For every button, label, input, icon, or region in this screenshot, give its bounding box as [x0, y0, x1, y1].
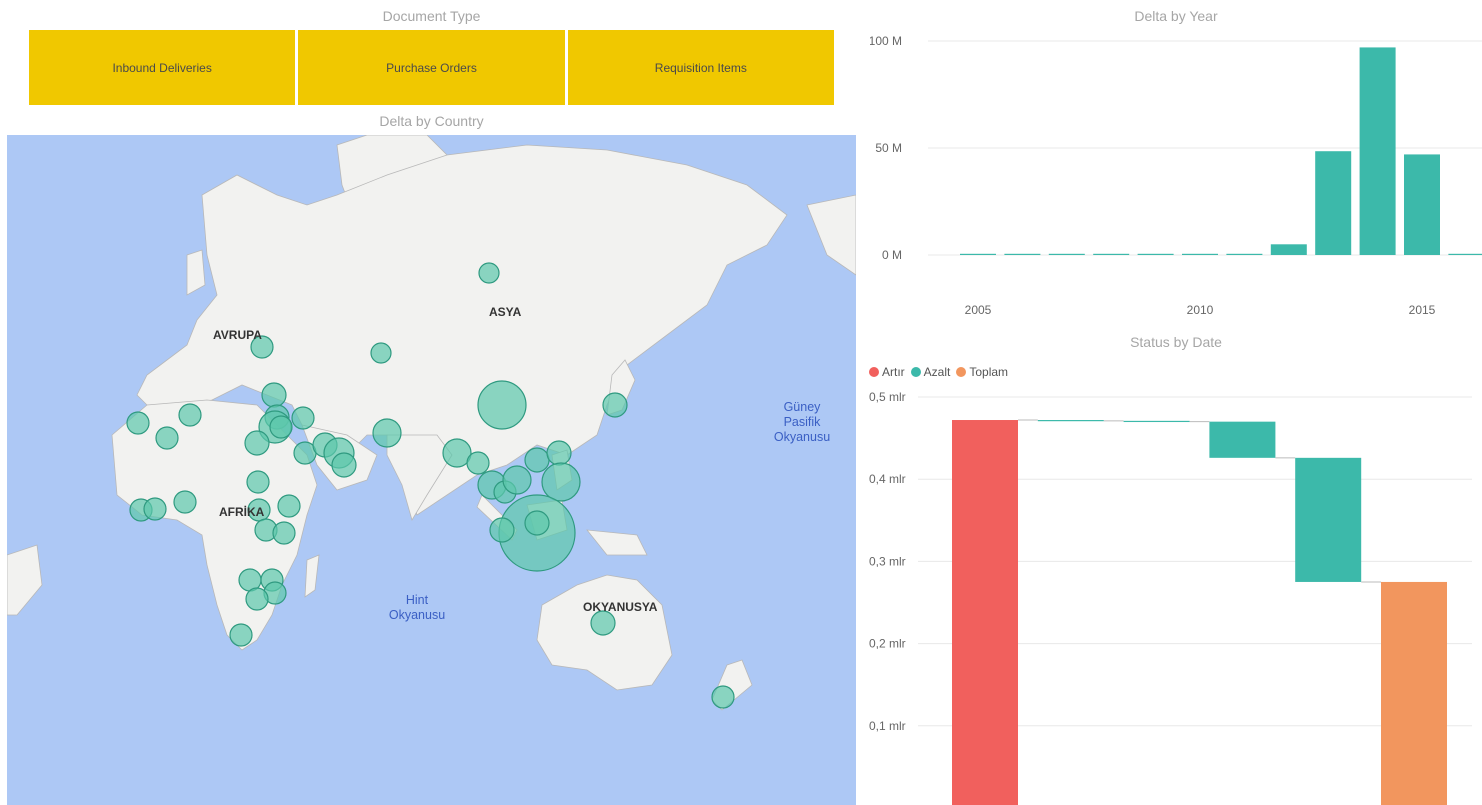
map-bubbles: [126, 262, 735, 709]
year-chart-title: Delta by Year: [1134, 8, 1218, 24]
country-bubble[interactable]: [590, 610, 616, 636]
country-bubble[interactable]: [291, 406, 315, 430]
eurasia-land: [136, 144, 788, 516]
slicer-item-inbound-deliveries[interactable]: Inbound Deliveries: [29, 30, 296, 105]
slicer-item-requisition-items[interactable]: Requisition Items: [567, 30, 834, 105]
year-bar[interactable]: [1004, 253, 1041, 255]
new-guinea-land: [586, 529, 648, 556]
legend-dot-total: [956, 367, 967, 377]
country-bubble[interactable]: [246, 470, 270, 494]
slicer-item-purchase-orders[interactable]: Purchase Orders: [298, 30, 565, 105]
year-bar[interactable]: [1448, 253, 1482, 255]
country-bubble[interactable]: [370, 342, 392, 364]
country-bubble[interactable]: [173, 490, 197, 514]
year-bar[interactable]: [1270, 244, 1307, 255]
continent-label-europe: AVRUPA: [213, 328, 262, 342]
year-bar[interactable]: [1315, 151, 1352, 255]
map-canvas: [7, 135, 856, 711]
map-title: Delta by Country: [379, 113, 484, 129]
waterfall-y-tick-label: 0,3 mlr: [869, 554, 906, 568]
country-bubble[interactable]: [524, 510, 550, 536]
legend-item-decrease[interactable]: Azalt: [910, 365, 951, 379]
continent-label-oceania: OKYANUSYA: [583, 600, 658, 614]
waterfall-bar[interactable]: [952, 420, 1018, 805]
country-bubble[interactable]: [244, 430, 270, 456]
waterfall-chart-title: Status by Date: [1130, 334, 1222, 350]
country-bubble[interactable]: [489, 517, 515, 543]
year-y-tick-label: 100 M: [870, 34, 902, 48]
country-bubble[interactable]: [245, 587, 269, 611]
waterfall-bar[interactable]: [1037, 420, 1104, 422]
country-bubble[interactable]: [261, 382, 287, 408]
year-x-tick-label: 2005: [965, 303, 992, 317]
country-bubble[interactable]: [541, 462, 581, 502]
year-y-tick-label: 50 M: [875, 141, 902, 155]
country-bubble[interactable]: [250, 335, 274, 359]
country-bubble[interactable]: [442, 438, 472, 468]
country-bubble[interactable]: [229, 623, 253, 647]
continent-label-asia: ASYA: [489, 305, 522, 319]
legend-item-total[interactable]: Toplam: [956, 365, 1008, 379]
waterfall-y-tick-label: 0,2 mlr: [869, 637, 906, 651]
waterfall-legend: Artır Azalt Toplam: [869, 365, 1008, 379]
country-bubble[interactable]: [143, 497, 167, 521]
madagascar-land: [304, 554, 320, 598]
delta-by-country-map[interactable]: AVRUPA ASYA AFRİKA OKYANUSYA Güney Pasif…: [7, 135, 856, 805]
legend-dot-increase: [869, 367, 879, 377]
slicer-title: Document Type: [382, 8, 481, 24]
waterfall-bar[interactable]: [1123, 420, 1190, 423]
waterfall-y-tick-label: 0,4 mlr: [869, 472, 906, 486]
waterfall-bar[interactable]: [1295, 457, 1362, 582]
country-bubble[interactable]: [331, 452, 357, 478]
country-bubble[interactable]: [269, 415, 293, 439]
country-bubble[interactable]: [478, 262, 500, 284]
country-bubble[interactable]: [477, 380, 527, 430]
waterfall-y-tick-label: 0,1 mlr: [869, 719, 906, 733]
document-type-slicer: Inbound Deliveries Purchase Orders Requi…: [29, 30, 834, 105]
year-bar[interactable]: [960, 253, 996, 255]
country-bubble[interactable]: [546, 440, 572, 466]
country-bubble[interactable]: [277, 494, 301, 518]
legend-dot-decrease: [910, 367, 921, 377]
country-bubble[interactable]: [711, 685, 735, 709]
year-x-tick-label: 2015: [1409, 303, 1436, 317]
ocean-label-south-pacific: Güney Pasifik Okyanusu: [773, 400, 831, 444]
india-land: [386, 434, 453, 521]
status-by-date-chart: 0,1 mlr 0,2 mlr 0,3 mlr 0,4 mlr 0,5 mlr: [869, 390, 1472, 805]
country-bubble[interactable]: [155, 426, 179, 450]
country-bubble[interactable]: [178, 403, 202, 427]
country-bubble[interactable]: [272, 521, 296, 545]
year-x-tick-label: 2010: [1187, 303, 1214, 317]
year-bar[interactable]: [1359, 47, 1396, 255]
delta-by-year-chart: 0 M 50 M 100 M 2005 2010 2015: [870, 34, 1482, 317]
legend-label-decrease: Azalt: [923, 365, 951, 379]
year-bar[interactable]: [1093, 253, 1130, 255]
continent-label-africa: AFRİKA: [219, 505, 265, 519]
country-bubble[interactable]: [524, 447, 550, 473]
british-isles-land: [186, 249, 206, 296]
south-america-land: [7, 544, 43, 616]
year-bar[interactable]: [1137, 253, 1174, 255]
year-bar[interactable]: [1404, 154, 1440, 255]
legend-label-increase: Artır: [882, 365, 905, 379]
year-y-tick-label: 0 M: [882, 248, 902, 262]
legend-item-increase[interactable]: Artır: [869, 365, 905, 379]
waterfall-bar[interactable]: [1381, 581, 1447, 805]
country-bubble[interactable]: [372, 418, 402, 448]
waterfall-y-tick-label: 0,5 mlr: [869, 390, 906, 404]
alaska-land: [806, 194, 856, 276]
year-bar[interactable]: [1048, 253, 1085, 255]
year-bar[interactable]: [1182, 253, 1218, 255]
ocean-label-indian: Hint Okyanusu: [388, 593, 446, 622]
country-bubble[interactable]: [466, 451, 490, 475]
year-bar[interactable]: [1226, 253, 1263, 255]
country-bubble[interactable]: [502, 465, 532, 495]
country-bubble[interactable]: [602, 392, 628, 418]
country-bubble[interactable]: [126, 411, 150, 435]
legend-label-total: Toplam: [969, 365, 1009, 379]
waterfall-bar[interactable]: [1209, 421, 1276, 458]
